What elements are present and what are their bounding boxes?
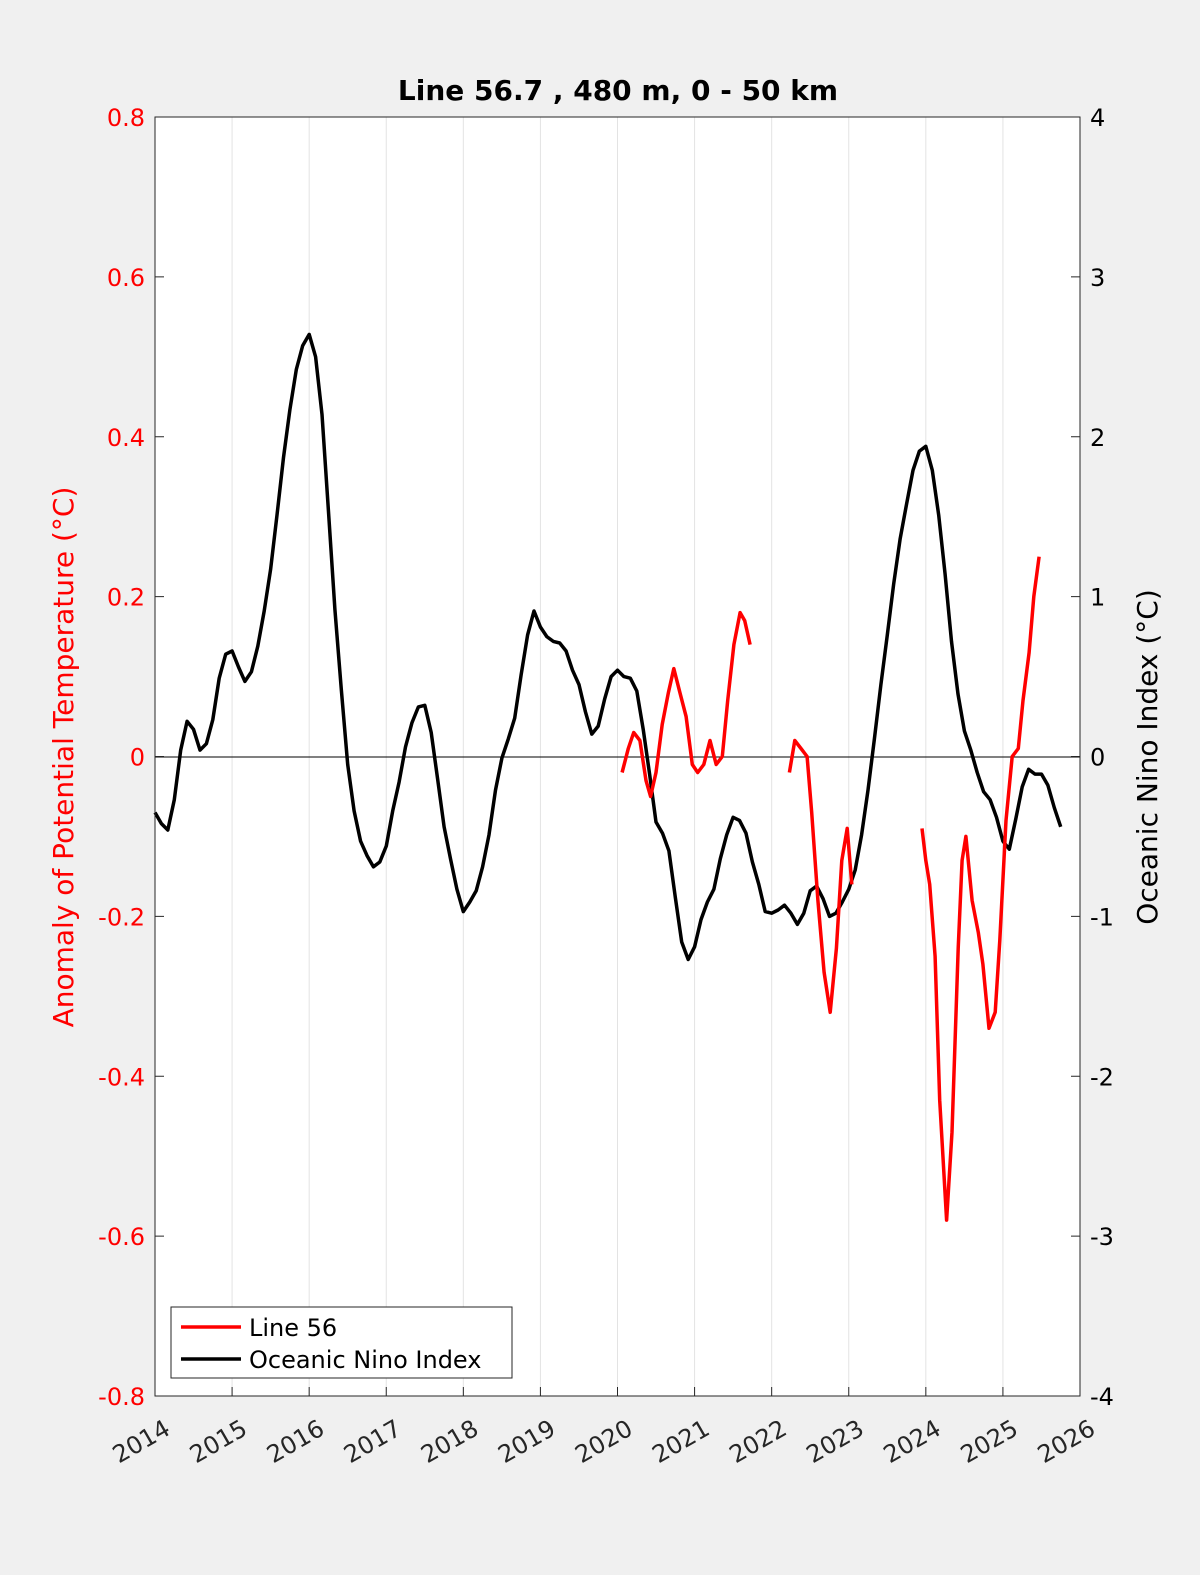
legend-label-line56: Line 56 (249, 1314, 337, 1342)
y-axis-right-label: Oceanic Nino Index (°C) (1131, 589, 1164, 925)
y-left-tick-label: 0.2 (107, 584, 145, 612)
series-lines (153, 332, 1063, 1222)
y-right-tick-label: 2 (1090, 424, 1105, 452)
series-line-line56-segment (787, 738, 854, 1015)
series-line-line56-segment (920, 556, 1041, 1222)
legend: Line 56 Oceanic Nino Index (170, 1306, 513, 1379)
chart-title: Line 56.7 , 480 m, 0 - 50 km (398, 74, 838, 107)
y-left-tick-label: -0.6 (98, 1223, 145, 1251)
y-right-tick-label: -1 (1090, 903, 1114, 931)
y-right-tick-label: -3 (1090, 1223, 1114, 1251)
y-left-tick-label: -0.8 (98, 1383, 145, 1411)
y-left-tick-label: -0.2 (98, 903, 145, 931)
y-left-tick-label: -0.4 (98, 1063, 145, 1091)
legend-label-oni: Oceanic Nino Index (249, 1346, 481, 1374)
y-left-tick-label: 0.8 (107, 104, 145, 132)
y-right-tick-label: 1 (1090, 584, 1105, 612)
y-right-tick-label: 0 (1090, 744, 1105, 772)
y-left-tick-label: 0.6 (107, 264, 145, 292)
series-line-oni (153, 332, 1063, 962)
y-right-tick-label: 4 (1090, 104, 1105, 132)
legend-box (170, 1306, 513, 1379)
y-right-tick-label: -2 (1090, 1063, 1114, 1091)
y-left-tick-label: 0 (130, 744, 145, 772)
y-axis-left-label: Anomaly of Potential Temperature (°C) (47, 487, 80, 1028)
series-line-line56-segment (620, 610, 752, 799)
y-right-tick-label: 3 (1090, 264, 1105, 292)
y-right-tick-label: -4 (1090, 1383, 1114, 1411)
y-left-tick-label: 0.4 (107, 424, 145, 452)
